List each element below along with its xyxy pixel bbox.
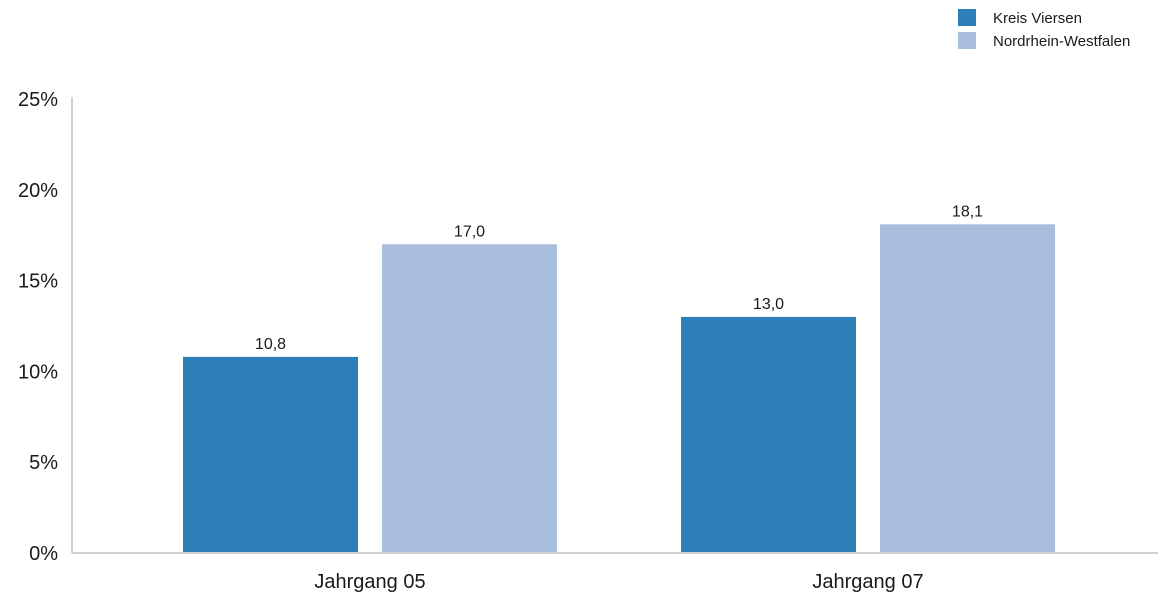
legend-label: Nordrhein-Westfalen [993,33,1130,50]
y-tick-label: 0% [29,543,58,565]
legend: Kreis Viersen Nordrhein-Westfalen [958,9,1130,50]
legend-label: Kreis Viersen [993,10,1082,27]
bar-kreis-viersen-2 [681,316,856,553]
legend-swatch [958,9,976,26]
x-category-label: Jahrgang 05 [314,571,425,593]
y-tick-label: 25% [18,89,58,111]
data-label: 18,1 [952,203,983,220]
y-axis: 0% 5% 10% 15% 20% 25% [18,89,73,565]
x-category-label: Jahrgang 07 [812,571,923,593]
y-tick-label: 20% [18,180,58,202]
legend-swatch [958,32,976,49]
data-label: 17,0 [454,223,485,240]
y-tick-label: 15% [18,271,58,293]
bars: 10,8 17,0 13,0 18,1 [183,203,1055,553]
data-label: 10,8 [255,336,286,353]
y-tick-label: 5% [29,452,58,474]
x-axis: Jahrgang 05 Jahrgang 07 [72,552,1158,593]
data-label: 13,0 [753,296,784,313]
bar-nrw-2 [880,224,1055,553]
bar-kreis-viersen-1 [183,356,358,553]
y-tick-label: 10% [18,361,58,383]
bar-nrw-1 [382,244,557,553]
